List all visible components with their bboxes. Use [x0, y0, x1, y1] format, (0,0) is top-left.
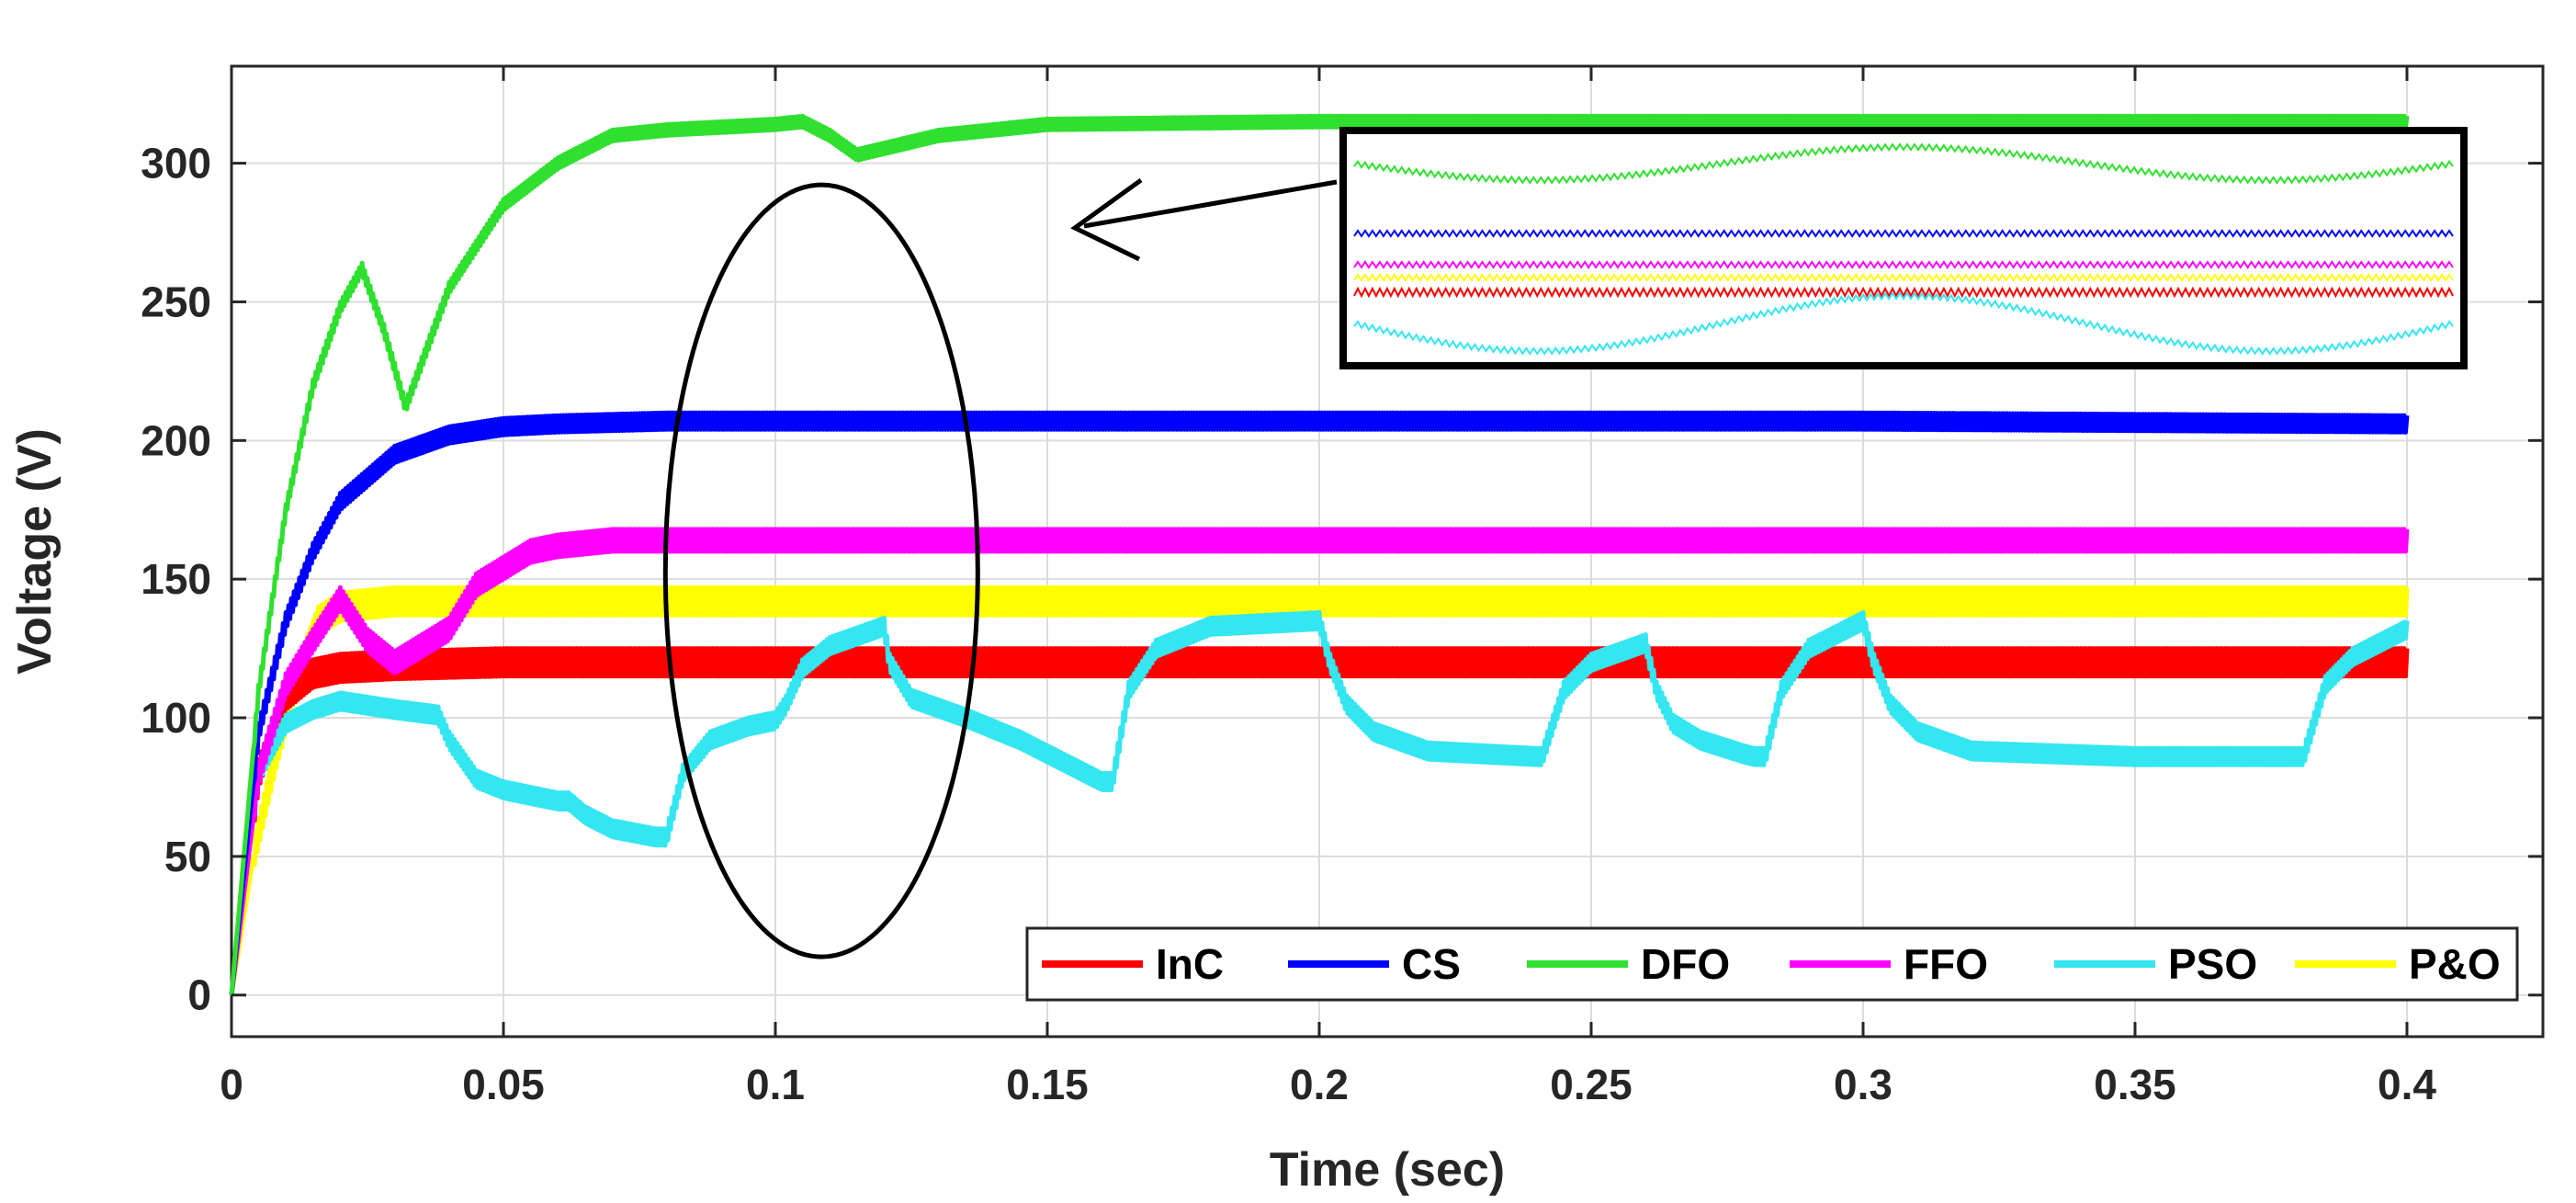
y-axis-title: Voltage (V): [8, 428, 62, 675]
legend-label-inc: InC: [1156, 940, 1224, 988]
x-tick-label: 0.4: [2378, 1061, 2436, 1108]
y-tick-label: 0: [187, 971, 211, 1019]
plot-area: [230, 64, 2545, 1038]
y-tick-label: 150: [141, 555, 211, 603]
highlight-ellipse: [662, 182, 980, 959]
annotation-arrow-head: [1070, 177, 1143, 262]
series-line: [229, 527, 2410, 996]
y-tick-label: 100: [141, 694, 211, 742]
zoom-inset-box: [1339, 127, 2468, 369]
annotation-layer: [662, 127, 2468, 959]
x-tick-label: 0.35: [2094, 1061, 2176, 1108]
legend: InC CS DFO FFO PSO P&O: [1025, 926, 2519, 1002]
inset-trace: [1353, 291, 2454, 356]
series-po: [229, 584, 2410, 996]
legend-box: [1025, 926, 2519, 1002]
x-tick-label: 0.1: [746, 1061, 805, 1108]
series-cs: [229, 410, 2410, 995]
annotation-arrow-shaft: [1083, 179, 1338, 229]
x-tick-label: 0: [220, 1061, 243, 1108]
y-tick-label: 50: [164, 833, 211, 880]
series-line: [229, 646, 2410, 996]
y-tick-label: 200: [141, 416, 211, 464]
series-line: [229, 584, 2410, 996]
series-layer: [229, 113, 2410, 996]
x-tick-label: 0.2: [1290, 1061, 1349, 1108]
series-line: [229, 609, 2410, 996]
legend-label-dfo: DFO: [1641, 940, 1730, 988]
series-line: [229, 410, 2410, 995]
series-dfo: [229, 113, 2410, 995]
legend-label-po: P&O: [2409, 940, 2501, 988]
x-tick-label: 0.05: [462, 1061, 545, 1108]
inset-trace: [1353, 142, 2454, 185]
legend-label-cs: CS: [1402, 940, 1461, 988]
axis-ticks: 0 0.05 0.1 0.15 0.2 0.25 0.3 0.35 0.4 0 50 100 150 20…: [141, 66, 2543, 1108]
x-axis-title: Time (sec): [1270, 1143, 1505, 1197]
y-tick-label: 300: [141, 140, 211, 187]
inset-trace: [1353, 229, 2454, 238]
legend-label-pso: PSO: [2168, 940, 2257, 988]
series-inc: [229, 646, 2410, 996]
x-tick-label: 0.25: [1550, 1061, 1633, 1108]
series-ffo: [229, 527, 2410, 996]
series-line: [229, 113, 2410, 995]
legend-label-ffo: FFO: [1904, 940, 1988, 988]
y-tick-label: 250: [141, 278, 211, 325]
series-pso: [229, 609, 2410, 996]
inset-trace: [1353, 260, 2454, 269]
inset-trace: [1353, 286, 2454, 299]
x-tick-label: 0.3: [1834, 1061, 1892, 1108]
x-tick-label: 0.15: [1006, 1061, 1089, 1108]
inset-trace: [1353, 273, 2454, 282]
